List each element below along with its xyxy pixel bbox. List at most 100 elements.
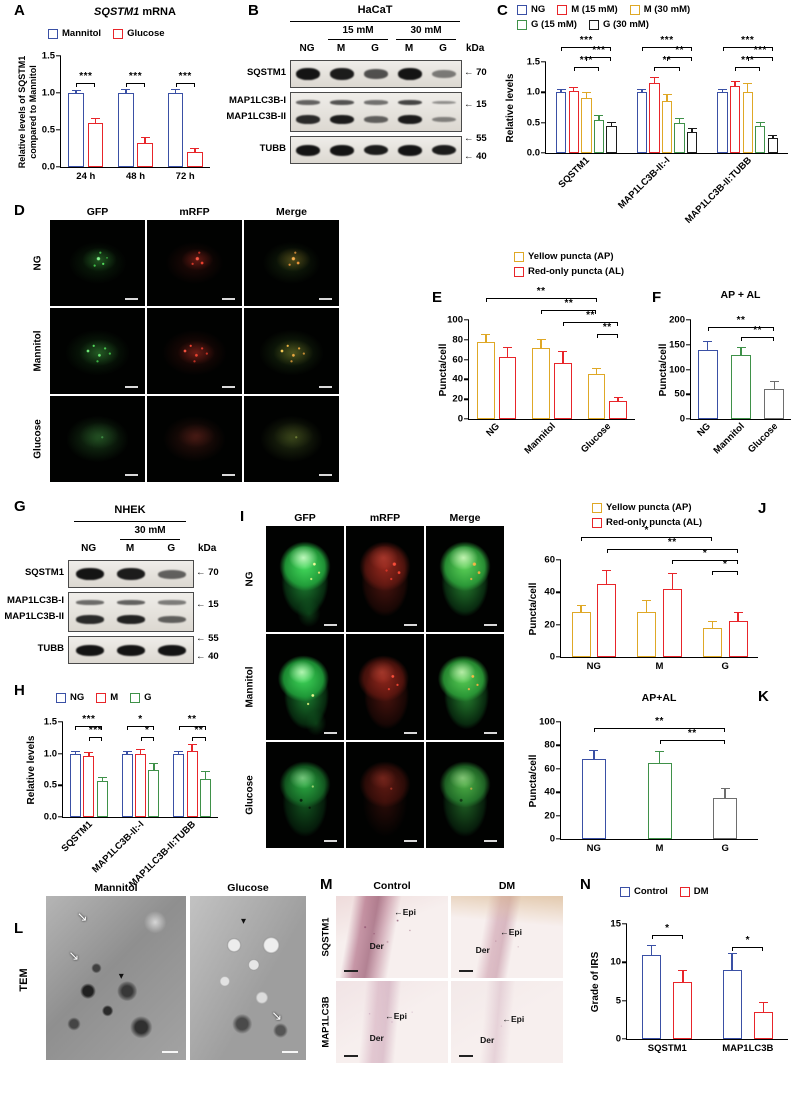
error-bar: [678, 970, 688, 983]
y-tick: [464, 378, 469, 381]
significance-stars: ***: [88, 725, 103, 737]
tem-header-mannitol: Mannitol: [94, 882, 138, 894]
bar: [697, 349, 718, 419]
significance-bracket: [586, 57, 612, 62]
legend-label: Mannitol: [62, 28, 102, 39]
y-tick: [622, 1038, 627, 1040]
protein-band: [364, 100, 388, 105]
blot-tubb: [290, 136, 462, 164]
significance-bracket: [581, 537, 713, 542]
protein-band: [432, 144, 456, 156]
legend-row: Red-only puncta (AL): [514, 266, 624, 277]
bar: [137, 142, 154, 167]
group-underline: [396, 39, 456, 41]
y-tick-label: 100: [539, 716, 555, 728]
legend-swatch: [592, 502, 602, 513]
significance-stars: **: [687, 727, 697, 739]
kda-marker: 40: [464, 151, 487, 162]
legend-item: G: [130, 692, 152, 703]
row-label-map1lc3b: MAP1LC3B: [320, 996, 332, 1048]
y-tick-label: 20: [544, 810, 555, 822]
significance-bracket: [561, 47, 612, 52]
legend: NG M (15 mM) M (30 mM) G (15 mM) G (30 mM): [517, 4, 690, 34]
legend-row: Red-only puncta (AL): [592, 517, 702, 528]
legend-row: NG M G: [56, 692, 152, 703]
error-bar: [481, 333, 491, 343]
bar: [728, 621, 748, 657]
y-tick: [56, 55, 61, 57]
error-bar: [768, 134, 778, 139]
y-tick: [556, 838, 561, 840]
plot-area: 0 5 10 15 SQSTM1 MAP1LC3B * *: [610, 919, 788, 1054]
error-bar: [503, 346, 512, 358]
y-tick: [464, 418, 469, 420]
y-tick: [464, 358, 469, 361]
error-bar: [733, 611, 743, 623]
significance-stars: **: [536, 286, 546, 298]
x-category-label: M: [655, 661, 664, 672]
y-tick: [541, 152, 546, 154]
left-arrow-icon: [464, 99, 476, 110]
y-tick: [622, 923, 627, 925]
significance-bracket: [667, 57, 693, 62]
legend-swatch: [514, 251, 524, 262]
lane-m: M: [125, 543, 135, 554]
y-axis-title: Grade of IRS: [589, 951, 601, 1013]
y-axis-title: Relative levels of SQSTM1 compared to Ma…: [16, 55, 38, 169]
significance-stars: *: [722, 559, 728, 571]
column-header-mrfp: mRFP: [369, 512, 401, 524]
bar: [87, 122, 104, 167]
kda-marker: 55: [464, 133, 487, 144]
column-header-merge: Merge: [276, 206, 307, 218]
bar: [717, 92, 728, 153]
error-bar: [589, 750, 599, 761]
blot-cell-line-title: HaCaT: [357, 4, 393, 16]
tem-side-label: TEM: [18, 968, 30, 992]
error-bar: [556, 89, 566, 94]
y-tick: [556, 559, 561, 561]
significance-stars: **: [655, 715, 664, 727]
significance-stars: ***: [178, 71, 192, 83]
chart-title-rest: mRNA: [139, 6, 176, 18]
lane-m15: M: [336, 43, 346, 54]
protein-band: [75, 568, 104, 580]
y-tick: [556, 656, 561, 658]
panel-letter-b: B: [248, 2, 259, 19]
y-tick-label: 60: [544, 763, 555, 775]
bar: [477, 341, 495, 419]
significance-stars: ***: [741, 54, 755, 66]
chart-puncta-hacat: Yellow puncta (AP) Red-only puncta (AL) P…: [430, 245, 645, 457]
protein-band: [432, 116, 456, 123]
legend-label: Yellow puncta (AP): [606, 502, 692, 513]
y-tick-label: 1.0: [43, 748, 57, 760]
legend: Yellow puncta (AP) Red-only puncta (AL): [514, 251, 624, 281]
error-bar: [121, 89, 131, 94]
panel-a: A SQSTM1 mRNA Mannitol Glucose Relative l…: [14, 2, 226, 200]
bar: [729, 86, 741, 153]
plot-area: 0 20 40 60 80 100 NG Mannitol Glucose ** ** ** **: [447, 286, 635, 456]
column-header-gfp: GFP: [294, 512, 316, 524]
error-bar: [174, 750, 184, 755]
tem-image-glucose: [190, 896, 306, 1060]
protein-band: [398, 115, 422, 124]
significance-stars: **: [675, 45, 684, 57]
y-tick: [686, 418, 691, 420]
legend-label: M (15 mM): [571, 4, 618, 15]
lane-m30: M: [404, 43, 414, 54]
significance-bracket: [140, 737, 154, 742]
y-tick: [541, 91, 546, 94]
bar: [742, 92, 753, 153]
significance-bracket: [654, 66, 680, 71]
bar: [200, 779, 212, 817]
protein-band: [158, 569, 187, 579]
significance-bracket: [562, 322, 619, 326]
group-underline: [328, 39, 388, 41]
legend-swatch: [588, 19, 599, 30]
significance-stars: **: [602, 321, 612, 333]
chart-ap-al-nhek: AP+AL Puncta/cell 0 20 40 60 80 100 NG M G ** **: [520, 686, 800, 882]
significance-stars: *: [745, 935, 750, 946]
panel-letter-n: N: [580, 876, 591, 893]
legend-item: M: [96, 692, 118, 703]
y-tick: [56, 92, 61, 94]
x-category-label: SQSTM1: [59, 819, 95, 855]
